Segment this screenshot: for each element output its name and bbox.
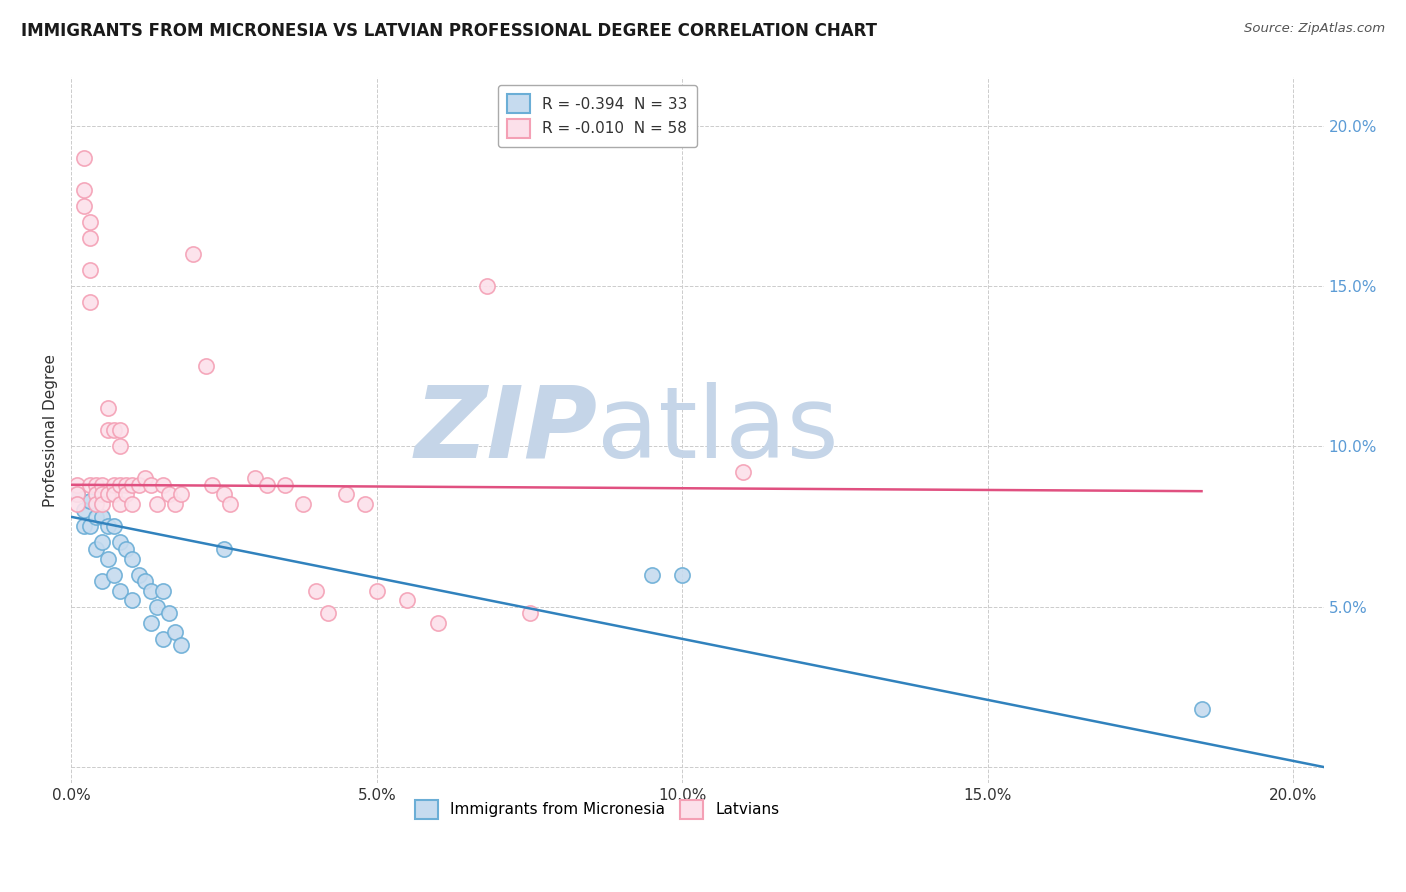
Text: Source: ZipAtlas.com: Source: ZipAtlas.com [1244,22,1385,36]
Point [66,487,89,501]
Point [115,487,138,501]
Point [79,493,101,508]
Point [103,487,125,501]
Point [519,606,541,620]
Point [128,477,150,491]
Point [90,574,112,588]
Point [115,477,138,491]
Point [84,497,107,511]
Point [671,567,693,582]
Point [97,487,120,501]
Point [165,497,187,511]
Point [84,487,107,501]
Point [201,477,224,491]
Point [152,477,174,491]
Point [641,567,664,582]
Point [157,487,180,501]
Point [90,487,112,501]
Point [97,551,120,566]
Point [84,477,107,491]
Point [183,247,205,261]
Point [366,583,388,598]
Point [274,477,297,491]
Point [108,477,131,491]
Point [134,574,156,588]
Point [103,477,125,491]
Point [426,615,449,630]
Point [733,465,755,479]
Point [72,183,94,197]
Point [170,638,193,652]
Point [396,593,419,607]
Point [1191,702,1213,716]
Point [121,593,143,607]
Point [84,509,107,524]
Point [66,477,89,491]
Point [90,509,112,524]
Point [170,487,193,501]
Point [72,199,94,213]
Point [72,519,94,533]
Point [108,439,131,453]
Y-axis label: Professional Degree: Professional Degree [44,354,58,507]
Point [79,295,101,310]
Point [157,606,180,620]
Point [97,519,120,533]
Point [90,535,112,549]
Point [103,423,125,437]
Point [139,615,162,630]
Point [79,231,101,245]
Point [72,151,94,165]
Point [108,583,131,598]
Point [121,497,143,511]
Point [108,497,131,511]
Point [212,487,235,501]
Point [79,263,101,277]
Point [97,423,120,437]
Point [108,535,131,549]
Point [139,583,162,598]
Point [152,632,174,646]
Point [243,471,266,485]
Point [103,567,125,582]
Text: atlas: atlas [598,382,839,479]
Point [152,583,174,598]
Point [146,599,169,614]
Point [84,541,107,556]
Point [335,487,357,501]
Point [121,551,143,566]
Point [103,519,125,533]
Text: ZIP: ZIP [415,382,598,479]
Point [121,477,143,491]
Point [353,497,375,511]
Point [292,497,315,511]
Point [115,541,138,556]
Legend: Immigrants from Micronesia, Latvians: Immigrants from Micronesia, Latvians [409,794,786,825]
Point [66,487,89,501]
Point [66,497,89,511]
Point [97,401,120,415]
Point [305,583,328,598]
Point [90,497,112,511]
Point [128,567,150,582]
Text: IMMIGRANTS FROM MICRONESIA VS LATVIAN PROFESSIONAL DEGREE CORRELATION CHART: IMMIGRANTS FROM MICRONESIA VS LATVIAN PR… [21,22,877,40]
Point [90,477,112,491]
Point [219,497,242,511]
Point [165,625,187,640]
Point [134,471,156,485]
Point [79,477,101,491]
Point [194,359,217,373]
Point [79,215,101,229]
Point [139,477,162,491]
Point [146,497,169,511]
Point [316,606,339,620]
Point [212,541,235,556]
Point [72,503,94,517]
Point [79,519,101,533]
Point [108,423,131,437]
Point [475,279,498,293]
Point [256,477,278,491]
